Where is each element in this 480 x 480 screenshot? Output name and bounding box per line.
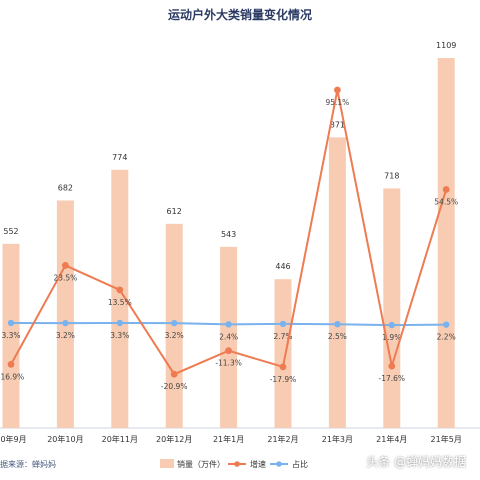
x-tick-label: 20年10月 <box>47 434 83 444</box>
growth-label: 95.1% <box>325 98 349 107</box>
share-label: 3.2% <box>165 331 184 340</box>
chart-title: 运动户外大类销量变化情况 <box>167 8 312 22</box>
sales-bar-label: 682 <box>58 183 73 192</box>
sales-bar <box>274 279 292 428</box>
growth-label: -17.9% <box>270 375 297 384</box>
share-point <box>388 321 395 329</box>
growth-series: -16.9% 23.5% 13.5% -20.9% -11.3% -17.9% 95.1% -… <box>0 86 458 391</box>
growth-point <box>442 186 450 193</box>
share-point <box>62 319 69 327</box>
share-point <box>171 319 178 327</box>
data-source-note: 据来源：蝉妈妈 <box>0 460 56 469</box>
share-point <box>443 321 450 328</box>
legend-share-label: 占比 <box>292 459 308 469</box>
share-label: 2.7% <box>273 332 292 341</box>
sales-bar-label: 718 <box>384 171 399 180</box>
growth-point <box>7 361 15 368</box>
growth-point <box>62 262 69 269</box>
bar-series <box>2 58 455 428</box>
chart-legend: 销量（万件） 增速 占比 <box>160 459 308 469</box>
share-label: 3.3% <box>110 331 129 340</box>
sales-bar <box>2 243 20 428</box>
sales-bar-label: 552 <box>3 227 18 236</box>
share-point <box>7 319 15 327</box>
sales-bar-label: 774 <box>112 153 127 162</box>
sales-bar <box>328 137 346 428</box>
x-tick-label: 20年9月 <box>0 434 27 444</box>
share-label: 3.2% <box>56 331 75 340</box>
share-label: 2.2% <box>437 333 456 342</box>
x-tick-label: 21年5月 <box>431 434 462 444</box>
legend-growth-marker <box>234 461 240 467</box>
sales-bar <box>56 200 74 428</box>
growth-label: -17.6% <box>379 374 406 383</box>
legend-share-marker <box>276 461 282 467</box>
x-tick-labels: 20年9月 20年10月 20年11月 20年12月 21年1月 21年2月 21年3月 21… <box>0 434 462 444</box>
growth-label: -20.9% <box>161 382 188 391</box>
sales-bar-label: 543 <box>221 230 236 239</box>
share-point <box>225 321 232 328</box>
share-label: 1.9% <box>382 333 401 342</box>
share-series: 3.3% 3.2% 3.3% 3.2% 2.4% 2.7% 2.5% 1.9% 2.2% <box>1 319 456 342</box>
x-tick-label: 21年3月 <box>322 434 353 444</box>
growth-point <box>116 286 124 294</box>
x-tick-label: 20年11月 <box>102 434 138 444</box>
share-point <box>116 319 124 327</box>
growth-point <box>388 362 396 370</box>
legend-growth-label: 增速 <box>250 459 266 469</box>
watermark: 头条 @蝉妈妈数据 <box>366 455 466 469</box>
share-point <box>279 320 287 328</box>
sales-bar-label: 612 <box>167 207 182 216</box>
growth-label: 23.5% <box>53 273 77 282</box>
growth-point <box>334 86 341 94</box>
sales-bar <box>383 188 401 428</box>
sales-bar-label: 1109 <box>436 41 456 50</box>
growth-point <box>279 363 287 371</box>
share-label: 2.5% <box>328 332 347 341</box>
share-label: 3.3% <box>1 331 20 340</box>
sales-bar-label: 446 <box>275 262 290 271</box>
growth-label: -11.3% <box>215 359 242 368</box>
x-tick-label: 21年4月 <box>376 434 407 444</box>
x-tick-label: 21年2月 <box>267 434 298 444</box>
bar-value-labels: 552 682 774 612 543 446 871 718 1109 <box>3 41 456 271</box>
sales-bar <box>437 58 455 428</box>
growth-label: -16.9% <box>0 372 24 381</box>
sales-bar-label: 871 <box>330 120 345 129</box>
growth-point <box>170 370 178 378</box>
sales-bar <box>220 246 238 428</box>
share-point <box>334 321 341 328</box>
x-tick-label: 20年12月 <box>156 434 192 444</box>
sales-bar <box>111 169 129 428</box>
growth-point <box>225 347 233 355</box>
growth-label: 54.5% <box>434 197 458 206</box>
share-label: 2.4% <box>219 332 238 341</box>
legend-sales-label: 销量（万件） <box>177 459 225 469</box>
x-tick-label: 21年1月 <box>213 434 244 444</box>
growth-label: 13.5% <box>108 298 132 307</box>
legend-sales-swatch <box>160 459 174 468</box>
